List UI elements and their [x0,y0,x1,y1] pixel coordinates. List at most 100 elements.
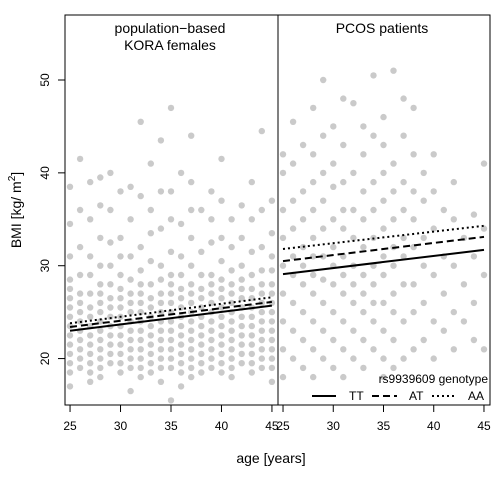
scatter-point [228,328,234,334]
scatter-point [410,281,416,287]
scatter-point [380,328,386,334]
scatter-point [77,300,83,306]
scatter-point [239,332,245,338]
scatter-point [310,235,316,241]
scatter-point [158,263,164,269]
scatter-point [451,216,457,222]
scatter-point [158,225,164,231]
scatter-point [380,142,386,148]
scatter-point [127,276,133,282]
scatter-point [239,286,245,292]
scatter-point [340,179,346,185]
scatter-point [127,300,133,306]
scatter-point [188,355,194,361]
scatter-point [320,133,326,139]
x-tick-label: 35 [164,419,178,433]
scatter-point [138,328,144,334]
scatter-point [178,286,184,292]
scatter-point [330,337,336,343]
scatter-point [421,337,427,343]
scatter-point [370,300,376,306]
scatter-point [148,341,154,347]
scatter-point [148,360,154,366]
scatter-point [269,309,275,315]
scatter-point [228,346,234,352]
scatter-point [77,244,83,250]
scatter-point [259,346,265,352]
y-tick-label: 50 [38,73,52,87]
scatter-point [269,198,275,204]
scatter-point [77,365,83,371]
scatter-point [228,318,234,324]
scatter-point [117,295,123,301]
scatter-point [87,253,93,259]
scatter-point [380,170,386,176]
scatter-point [340,142,346,148]
scatter-point [67,304,73,310]
scatter-point [138,267,144,273]
scatter-point [87,304,93,310]
scatter-point [239,323,245,329]
scatter-point [148,304,154,310]
scatter-point [218,351,224,357]
scatter-point [350,170,356,176]
scatter-point [360,188,366,194]
scatter-point [280,290,286,296]
scatter-point [87,290,93,296]
scatter-point [421,300,427,306]
scatter-point [158,137,164,143]
scatter-point [300,263,306,269]
scatter-point [471,337,477,343]
scatter-point [198,286,204,292]
scatter-point [400,179,406,185]
scatter-point [148,281,154,287]
scatter-point [269,318,275,324]
scatter-point [208,272,214,278]
scatter-point [310,374,316,380]
scatter-point [67,360,73,366]
scatter-point [280,346,286,352]
scatter-point [198,351,204,357]
scatter-point [178,332,184,338]
scatter-point [77,337,83,343]
scatter-point [410,346,416,352]
scatter-point [390,160,396,166]
scatter-point [218,198,224,204]
scatter-point [117,360,123,366]
scatter-point [269,365,275,371]
scatter-point [239,341,245,347]
scatter-point [208,281,214,287]
scatter-point [138,244,144,250]
scatter-point [87,360,93,366]
scatter-point [138,193,144,199]
scatter-point [158,328,164,334]
scatter-point [390,216,396,222]
scatter-point [269,379,275,385]
scatter-point [67,351,73,357]
scatter-point [97,346,103,352]
scatter-point [87,314,93,320]
scatter-point [340,207,346,213]
scatter-point [127,309,133,315]
scatter-point [127,355,133,361]
scatter-point [168,337,174,343]
scatter-point [87,179,93,185]
scatter-point [451,263,457,269]
scatter-point [148,332,154,338]
scatter-point [97,202,103,208]
scatter-point [188,290,194,296]
scatter-point [168,355,174,361]
scatter-point [198,369,204,375]
scatter-point [380,272,386,278]
scatter-point [138,290,144,296]
scatter-point [370,72,376,78]
legend-label-at: AT [409,389,424,403]
scatter-point [107,295,113,301]
scatter-point [280,318,286,324]
scatter-point [97,300,103,306]
scatter-point [481,272,487,278]
scatter-point [77,346,83,352]
scatter-point [188,346,194,352]
scatter-point [239,202,245,208]
scatter-point [340,346,346,352]
